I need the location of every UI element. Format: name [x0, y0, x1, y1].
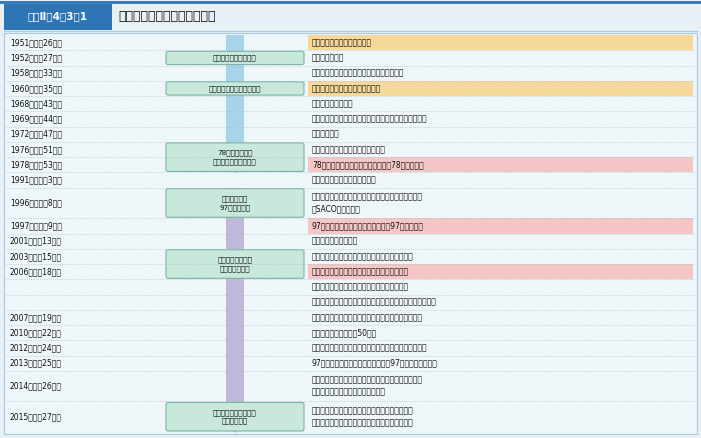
Text: 「日米安全保障共同宣言」（橋本・クリントン会談）
「SACO最終報告」: 「日米安全保障共同宣言」（橋本・クリントン会談） 「SACO最終報告」: [312, 193, 423, 213]
Polygon shape: [222, 162, 248, 173]
FancyBboxPatch shape: [166, 51, 304, 64]
Text: 1951（昭和26）年: 1951（昭和26）年: [10, 38, 62, 47]
Text: 78指针の策定と
拡大する日米防衛協力: 78指针の策定と 拡大する日米防衛協力: [213, 149, 257, 165]
FancyBboxPatch shape: [166, 189, 304, 217]
FancyBboxPatch shape: [166, 403, 304, 431]
Text: 1996（平成　8）年: 1996（平成 8）年: [10, 198, 62, 208]
Text: 「アジア太平洋及びこれを超えた地域の未来を形作る
日本と米国」（安倍・オバマ会談）: 「アジア太平洋及びこれを超えた地域の未来を形作る 日本と米国」（安倍・オバマ会談…: [312, 376, 423, 396]
FancyBboxPatch shape: [308, 157, 693, 173]
FancyBboxPatch shape: [308, 264, 693, 279]
FancyBboxPatch shape: [308, 35, 693, 50]
Text: 2015（平成27）年: 2015（平成27）年: [10, 412, 62, 421]
FancyBboxPatch shape: [166, 250, 304, 278]
Text: 「同条約」発効: 「同条約」発効: [312, 53, 344, 62]
FancyBboxPatch shape: [4, 33, 697, 434]
Text: （米国同時多発テロ）: （米国同時多発テロ）: [312, 237, 358, 246]
Text: 1969（昭和44）年: 1969（昭和44）年: [10, 114, 62, 124]
FancyBboxPatch shape: [226, 35, 244, 162]
Text: 安保改定と新日米安保条約: 安保改定と新日米安保条約: [209, 85, 261, 92]
Text: 1976（昭和51）年: 1976（昭和51）年: [10, 145, 62, 154]
Text: 冷戦の終結と
97指针の策定: 冷戦の終結と 97指针の策定: [219, 195, 250, 211]
Text: 「未来に向けた共通のビジョン」（野田・オバマ会談）: 「未来に向けた共通のビジョン」（野田・オバマ会談）: [312, 343, 428, 353]
Text: 2001（平成13）年: 2001（平成13）年: [10, 237, 62, 246]
Text: 1991（平成　3）年: 1991（平成 3）年: [10, 176, 62, 184]
Text: 2003（平成15）年: 2003（平成15）年: [10, 252, 62, 261]
Text: 78「日米防衛協力のための指針」（78指针）策定: 78「日米防衛協力のための指針」（78指针）策定: [312, 160, 423, 170]
Text: 2006（平成18）年: 2006（平成18）年: [10, 267, 62, 276]
Text: 97「日米防衛協力のための指針」（97指针）見直し合意: 97「日米防衛協力のための指針」（97指针）見直し合意: [312, 359, 438, 368]
Text: 新たな安全保障環境と
新指针の策定: 新たな安全保障環境と 新指针の策定: [213, 409, 257, 424]
Text: 1972（昭和47）年: 1972（昭和47）年: [10, 130, 62, 139]
Text: 旧日米安保条約の時代: 旧日米安保条約の時代: [213, 55, 257, 61]
Text: 1978（昭和53）年: 1978（昭和53）年: [10, 160, 62, 170]
Text: 「新世紀の日米同盟」（小泉・ブッシュ会談）: 「新世紀の日米同盟」（小泉・ブッシュ会談）: [312, 283, 409, 291]
FancyBboxPatch shape: [308, 81, 693, 96]
Text: 日米安全保障条約締紵50周年: 日米安全保障条約締紵50周年: [312, 328, 377, 337]
Text: 2012（平成24）年: 2012（平成24）年: [10, 343, 62, 353]
FancyBboxPatch shape: [166, 143, 304, 171]
FancyBboxPatch shape: [166, 82, 304, 95]
Text: 1952（昭和27）年: 1952（昭和27）年: [10, 53, 62, 62]
Text: 1958（昭和33）年: 1958（昭和33）年: [10, 69, 62, 78]
Text: （旧ソ連の崩壊、冷戦の終結）: （旧ソ連の崩壊、冷戦の終結）: [312, 176, 376, 184]
Text: 2010（平成22）年: 2010（平成22）年: [10, 328, 62, 337]
Text: 「再編の実施のための日米ロードマップ」策定: 「再編の実施のための日米ロードマップ」策定: [312, 267, 409, 276]
Text: 佐藤・ニクソン会談（安保条約継続、沖縄施政権返還）: 佐藤・ニクソン会談（安保条約継続、沖縄施政権返還）: [312, 114, 428, 124]
Text: 「かけがえのない日米同盟」（安倍・ブッシュ会談）: 「かけがえのない日米同盟」（安倍・ブッシュ会談）: [312, 313, 423, 322]
Text: 日米同盟にかかわる主な経緯: 日米同盟にかかわる主な経緯: [118, 10, 215, 22]
Text: 1968（昭和43）年: 1968（昭和43）年: [10, 99, 62, 108]
Text: 1960（昭和35）年: 1960（昭和35）年: [10, 84, 62, 93]
Text: 97「日米防衛協力のための指針」（97指针）策定: 97「日米防衛協力のための指針」（97指针）策定: [312, 221, 424, 230]
Text: 1997（平成　9）年: 1997（平成 9）年: [10, 221, 62, 230]
Text: 図表Ⅱ－4－3－1: 図表Ⅱ－4－3－1: [28, 11, 88, 21]
Text: 「日米安全保障条約」承認・発効: 「日米安全保障条約」承認・発効: [312, 84, 381, 93]
FancyBboxPatch shape: [4, 4, 112, 30]
Text: （小笠原諸島復帰）: （小笠原諸島復帰）: [312, 99, 353, 108]
Text: 2007（平成19）年: 2007（平成19）年: [10, 313, 62, 322]
Text: 2014（平成26）年: 2014（平成26）年: [10, 381, 62, 391]
Text: 2013（平成25）年: 2013（平成25）年: [10, 359, 62, 368]
Polygon shape: [222, 422, 248, 432]
Text: 「日米共同ビジョン宣明」（安倍・オバマ会談）
新「日米防衛協力のための指針」（新指针）策定: 「日米共同ビジョン宣明」（安倍・オバマ会談） 新「日米防衛協力のための指針」（新…: [312, 406, 414, 427]
Text: （日米防衛協力小委員会設置合意）: （日米防衛協力小委員会設置合意）: [312, 145, 386, 154]
Text: （沖縄復帰）: （沖縄復帰）: [312, 130, 340, 139]
Text: 「世界とアジアのための日米同盟」（安倍・ブッシュ会談）: 「世界とアジアのための日米同盟」（安倍・ブッシュ会談）: [312, 298, 437, 307]
Text: 米国同時多発テロ
以降の日米関係: 米国同時多発テロ 以降の日米関係: [217, 256, 252, 272]
Text: 藤山・ダレス会談（日米安保条約改定同意）: 藤山・ダレス会談（日米安保条約改定同意）: [312, 69, 404, 78]
Text: 「世界の中の日米同盟」（小泉・ブッシュ会談）: 「世界の中の日米同盟」（小泉・ブッシュ会談）: [312, 252, 414, 261]
FancyBboxPatch shape: [226, 188, 244, 422]
FancyBboxPatch shape: [308, 218, 693, 233]
Text: 旧「日米安全保障条約」承認: 旧「日米安全保障条約」承認: [312, 38, 372, 47]
